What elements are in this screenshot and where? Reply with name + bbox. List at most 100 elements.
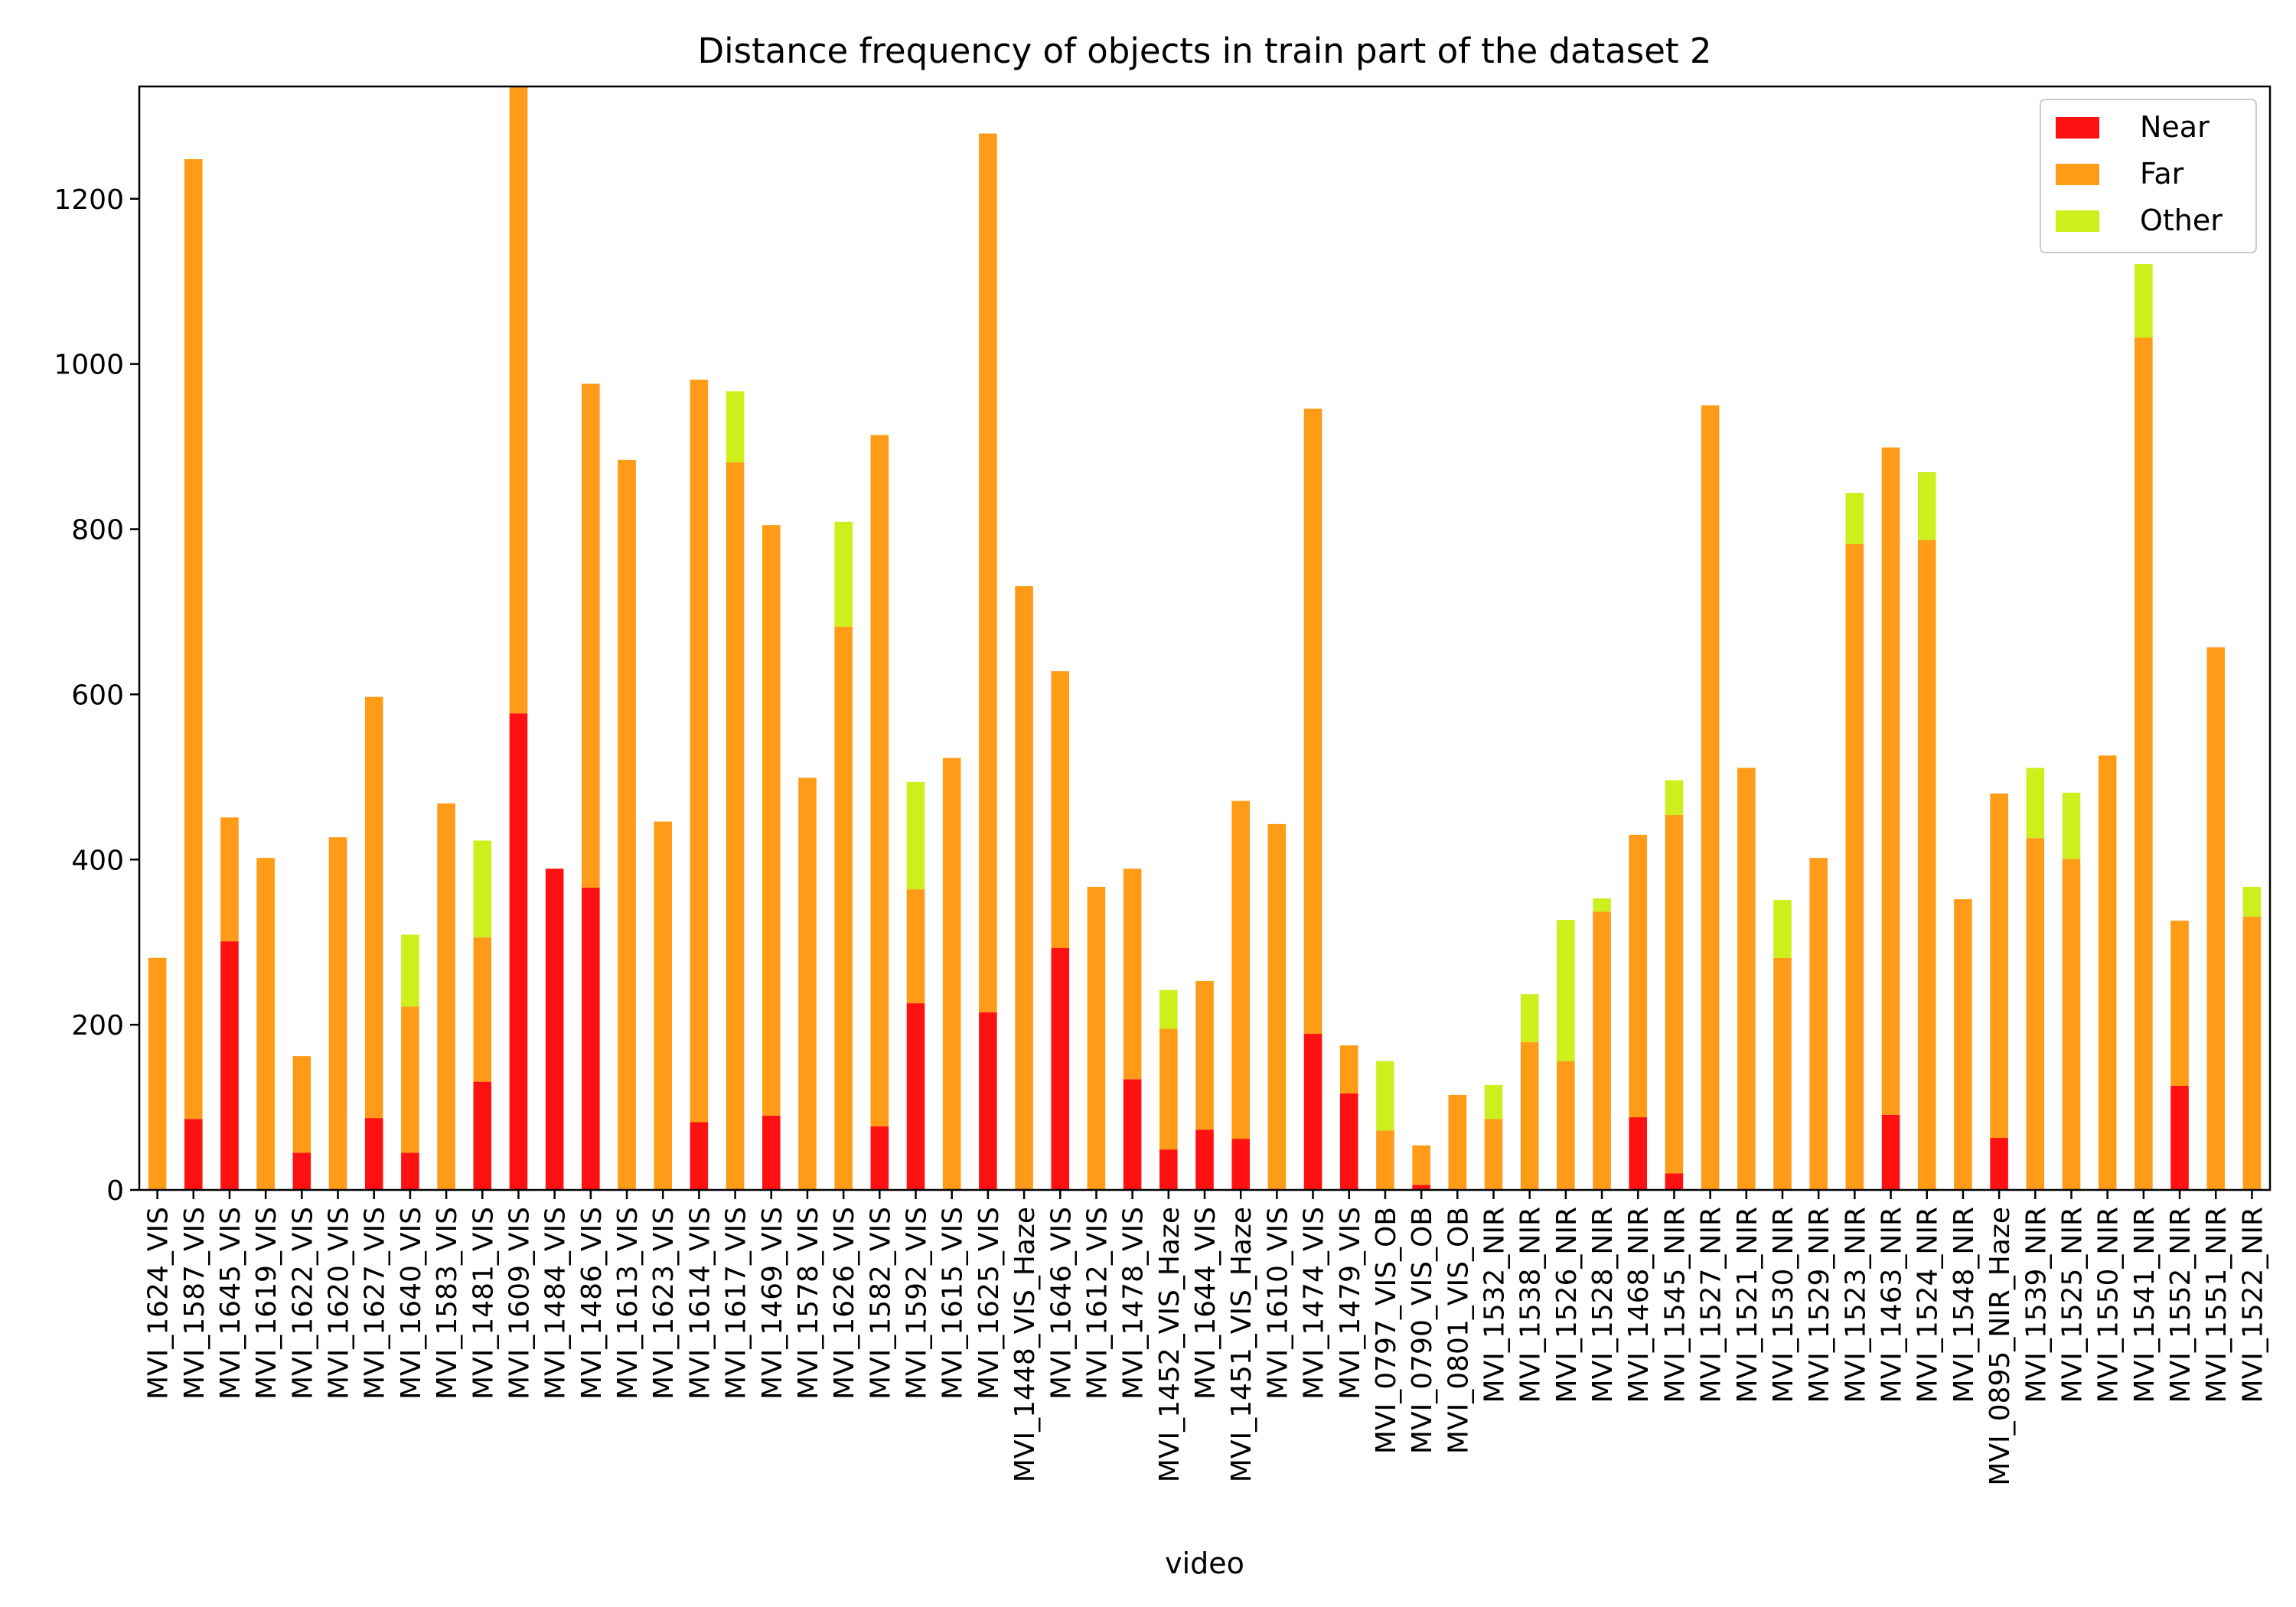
x-tick-label-26: MVI_1612_VIS (1081, 1207, 1113, 1400)
bar-near-2 (220, 941, 239, 1190)
legend-label-near: Near (2140, 110, 2210, 144)
bar-other-19 (834, 521, 853, 627)
x-tick-label-33: MVI_1479_VIS (1335, 1207, 1366, 1400)
x-tick-label-45: MVI_1530_NIR (1768, 1207, 1799, 1403)
x-tick-label-53: MVI_1525_NIR (2056, 1207, 2088, 1403)
x-tick-label-14: MVI_1623_VIS (648, 1207, 680, 1400)
x-tick-label-19: MVI_1626_VIS (829, 1207, 860, 1400)
x-tick-label-48: MVI_1463_NIR (1877, 1207, 1908, 1403)
x-tick-label-38: MVI_1538_NIR (1515, 1207, 1547, 1403)
x-tick-label-10: MVI_1609_VIS (504, 1207, 535, 1400)
x-tick-label-7: MVI_1640_VIS (396, 1207, 427, 1400)
bar-far-35 (1412, 1145, 1430, 1185)
bar-far-41 (1629, 834, 1648, 1118)
bar-far-17 (762, 525, 781, 1116)
x-tick-label-4: MVI_1622_VIS (287, 1207, 318, 1400)
bar-far-25 (1051, 671, 1070, 948)
legend: Near Far Other (2040, 99, 2257, 253)
x-tick-label-12: MVI_1486_VIS (576, 1207, 608, 1400)
x-tick-label-47: MVI_1523_NIR (1840, 1207, 1871, 1403)
x-tick-label-6: MVI_1627_VIS (360, 1207, 391, 1400)
bar-near-28 (1159, 1149, 1178, 1190)
bar-other-42 (1665, 780, 1684, 815)
bar-near-32 (1303, 1034, 1322, 1190)
bar-far-14 (654, 821, 672, 1190)
bar-far-52 (2026, 838, 2045, 1190)
bar-far-55 (2135, 337, 2153, 1190)
bar-far-31 (1267, 823, 1287, 1190)
bar-near-7 (401, 1152, 419, 1190)
bar-far-57 (2206, 647, 2226, 1190)
bar-far-47 (1845, 543, 1864, 1190)
x-tick-label-8: MVI_1583_VIS (432, 1207, 463, 1400)
x-tick-label-22: MVI_1615_VIS (938, 1207, 969, 1400)
x-tick-label-58: MVI_1522_NIR (2237, 1207, 2268, 1403)
x-tick-label-15: MVI_1614_VIS (684, 1207, 716, 1400)
bar-far-33 (1339, 1045, 1358, 1094)
x-tick-label-24: MVI_1448_VIS_Haze (1009, 1207, 1041, 1482)
x-tick-label-41: MVI_1468_NIR (1623, 1207, 1655, 1403)
legend-label-far: Far (2140, 157, 2184, 191)
y-tick-label-2: 400 (71, 845, 124, 876)
y-tick-label-3: 600 (71, 680, 124, 711)
bar-near-35 (1412, 1185, 1430, 1190)
y-tick-label-5: 1000 (54, 350, 124, 381)
bar-far-58 (2242, 916, 2262, 1190)
bar-far-12 (582, 383, 600, 888)
x-tick-label-51: MVI_0895_NIR_Haze (1985, 1207, 2016, 1486)
x-tick-label-35: MVI_0790_VIS_OB (1407, 1207, 1438, 1454)
bar-far-21 (906, 889, 925, 1004)
x-tick-label-32: MVI_1474_VIS (1299, 1207, 1330, 1400)
x-tick-label-31: MVI_1610_VIS (1262, 1207, 1293, 1400)
bar-near-20 (870, 1126, 889, 1190)
bar-far-19 (834, 626, 853, 1190)
bar-other-28 (1159, 989, 1178, 1029)
bar-near-41 (1629, 1117, 1648, 1190)
bar-far-6 (364, 696, 383, 1119)
legend-swatch-far (2056, 164, 2099, 185)
bar-far-44 (1737, 768, 1756, 1190)
x-tick-label-16: MVI_1617_VIS (721, 1207, 752, 1400)
x-tick-label-56: MVI_1552_NIR (2165, 1207, 2197, 1403)
x-tick-label-9: MVI_1481_VIS (468, 1207, 499, 1400)
bar-near-29 (1195, 1129, 1214, 1190)
x-tick-label-44: MVI_1521_NIR (1732, 1207, 1763, 1403)
bar-far-8 (437, 803, 455, 1190)
x-tick-label-39: MVI_1526_NIR (1551, 1207, 1583, 1403)
bar-far-39 (1557, 1061, 1575, 1190)
y-tick-label-4: 800 (71, 515, 124, 546)
x-tick-label-34: MVI_0797_VIS_OB (1371, 1207, 1402, 1454)
bar-far-22 (942, 758, 961, 1190)
x-tick-label-11: MVI_1484_VIS (540, 1207, 572, 1400)
x-tick-label-20: MVI_1582_VIS (865, 1207, 896, 1400)
bar-far-40 (1593, 911, 1611, 1190)
x-tick-label-40: MVI_1528_NIR (1587, 1207, 1619, 1403)
bar-far-7 (401, 1006, 419, 1153)
bar-far-48 (1881, 447, 1900, 1115)
bar-far-20 (870, 435, 889, 1126)
x-tick-label-30: MVI_1451_VIS_Haze (1226, 1207, 1257, 1482)
bar-near-4 (292, 1152, 311, 1190)
bar-near-27 (1123, 1079, 1142, 1190)
bar-other-21 (906, 781, 925, 890)
x-tick-label-17: MVI_1469_VIS (757, 1207, 788, 1400)
bar-far-43 (1701, 405, 1720, 1190)
bar-other-52 (2026, 768, 2045, 839)
x-tick-label-5: MVI_1620_VIS (324, 1207, 355, 1400)
bar-far-29 (1195, 980, 1214, 1130)
bar-other-9 (473, 840, 492, 937)
x-tick-label-18: MVI_1578_VIS (793, 1207, 824, 1400)
bar-far-10 (509, 86, 528, 714)
bars-layer (148, 86, 2262, 1190)
y-tick-label-0: 0 (106, 1175, 124, 1207)
bar-far-50 (1954, 899, 1972, 1190)
bar-far-38 (1520, 1041, 1539, 1190)
bar-other-53 (2062, 792, 2081, 859)
x-tick-label-52: MVI_1539_NIR (2020, 1207, 2052, 1403)
bar-far-2 (220, 817, 239, 942)
x-tick-label-1: MVI_1587_VIS (179, 1207, 210, 1400)
x-axis-label: video (1165, 1547, 1244, 1580)
y-tick-label-1: 200 (71, 1010, 124, 1041)
bar-far-1 (184, 158, 203, 1120)
bar-far-28 (1159, 1028, 1178, 1150)
